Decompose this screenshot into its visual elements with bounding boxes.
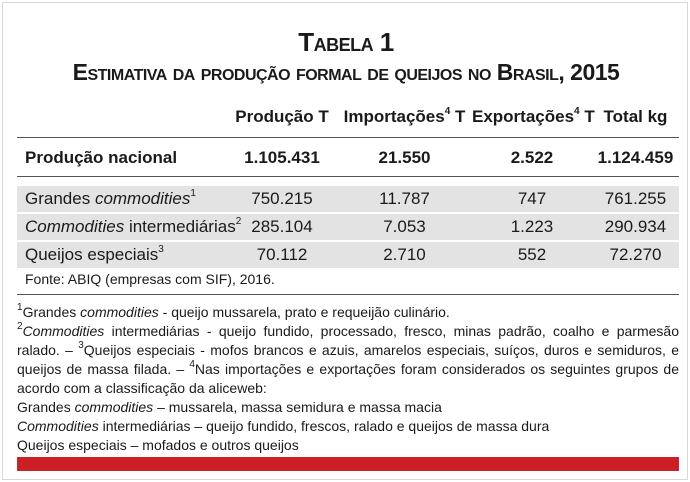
red-bar bbox=[17, 457, 679, 471]
note-text: Queijos especiais - mofos brancos e azui… bbox=[17, 342, 679, 377]
note-text: Nas importações e exportações foram cons… bbox=[17, 361, 680, 396]
header-text: Produção bbox=[235, 107, 314, 126]
cell: 761.255 bbox=[604, 189, 667, 208]
header-text: Importações bbox=[343, 107, 445, 126]
cell: 11.787 bbox=[379, 189, 430, 208]
row-label: Queijos especiais3 bbox=[17, 245, 227, 265]
cell: 72.270 bbox=[609, 245, 662, 264]
note-number: 3 bbox=[78, 340, 84, 351]
note-italic: commodities bbox=[80, 304, 159, 320]
label-text: Queijos especiais bbox=[25, 245, 159, 264]
header-cell: Exportações4 T bbox=[472, 106, 595, 127]
header-text: Total kg bbox=[603, 107, 668, 126]
note-italic: Commodities bbox=[17, 418, 99, 434]
cell: 285.104 bbox=[251, 217, 313, 236]
footnote: 1Grandes commodities - queijo mussarela,… bbox=[17, 303, 679, 322]
footnote: 2Commodities intermediárias - queijo fun… bbox=[17, 322, 679, 398]
row-label: Produção nacional bbox=[25, 148, 178, 167]
footnote-ref: 3 bbox=[158, 244, 164, 255]
cell: 70.112 bbox=[256, 245, 308, 264]
header-cell: Importações4 T bbox=[337, 107, 472, 127]
label-text: intermediárias bbox=[128, 217, 236, 236]
note-text: - queijo mussarela, prato e requeijão cu… bbox=[158, 304, 450, 320]
cell: 1.223 bbox=[510, 217, 554, 236]
table-row: Commodities intermediárias2 285.104 7.05… bbox=[17, 214, 679, 240]
header-text: Exportações bbox=[472, 107, 575, 126]
row-label: Commodities intermediárias2 bbox=[17, 217, 241, 237]
note-text: Grandes bbox=[17, 399, 75, 415]
header-row: Produção T Importações4 T Exportações4 T… bbox=[17, 104, 679, 130]
rule bbox=[17, 176, 679, 177]
cell: 2.710 bbox=[383, 245, 426, 264]
note-text: intermediárias - queijo fundido, process… bbox=[17, 323, 679, 358]
footnote: Commodities intermediárias – queijo fund… bbox=[17, 417, 679, 436]
cell: 7.053 bbox=[383, 217, 426, 236]
note-text: Queijos especiais – mofados e outros que… bbox=[17, 437, 299, 453]
cell: 1.124.459 bbox=[597, 148, 674, 167]
row-label: Grandes commodities1 bbox=[17, 189, 227, 209]
cell: 290.934 bbox=[604, 217, 667, 236]
footnote-ref: 1 bbox=[190, 188, 196, 199]
table-row: Queijos especiais3 70.112 2.710 552 72.2… bbox=[17, 242, 679, 268]
cell: 552 bbox=[517, 245, 547, 264]
table-row: Grandes commodities1 750.215 11.787 747 … bbox=[17, 186, 679, 212]
label-italic: commodities bbox=[94, 189, 191, 208]
footnotes: 1Grandes commodities - queijo mussarela,… bbox=[17, 303, 679, 455]
label-italic: Commodities bbox=[25, 217, 125, 236]
table-number: Tabela 1 bbox=[298, 27, 394, 57]
cell: 2.522 bbox=[510, 148, 554, 167]
header-unit: T bbox=[584, 107, 595, 126]
rule bbox=[17, 137, 679, 138]
cell: 1.105.431 bbox=[244, 148, 320, 167]
source: Fonte: ABIQ (empresas com SIF), 2016. bbox=[25, 271, 275, 287]
label-text: Grandes bbox=[25, 189, 91, 208]
footnote-ref: 2 bbox=[235, 216, 242, 227]
footnote: Queijos especiais – mofados e outros que… bbox=[17, 436, 679, 455]
table-title: Estimativa da produção formal de queijos… bbox=[72, 59, 620, 85]
note-number: 4 bbox=[189, 359, 195, 370]
note-text: – mussarela, massa semidura e massa maci… bbox=[153, 399, 442, 415]
header-unit: T bbox=[455, 107, 466, 126]
note-italic: commodities bbox=[74, 399, 154, 415]
note-number: 1 bbox=[17, 302, 23, 313]
footnote-ref: 4 bbox=[444, 106, 451, 117]
note-text: Grandes bbox=[22, 304, 81, 320]
note-text: intermediárias – queijo fundido, frescos… bbox=[98, 418, 550, 434]
header-cell: Total kg bbox=[592, 107, 679, 127]
cell: 21.550 bbox=[378, 148, 431, 167]
footnote: Grandes commodities – mussarela, massa s… bbox=[17, 398, 679, 417]
footnote-ref: 4 bbox=[574, 106, 580, 117]
rule bbox=[17, 294, 679, 295]
header-cell: Produção T bbox=[227, 107, 337, 127]
cell: 750.215 bbox=[251, 189, 313, 208]
total-row: Produção nacional 1.105.431 21.550 2.522… bbox=[17, 145, 679, 171]
note-number: 2 bbox=[17, 321, 23, 332]
cell: 747 bbox=[517, 189, 547, 208]
header-unit: T bbox=[318, 107, 329, 126]
note-italic: Commodities bbox=[22, 323, 105, 339]
